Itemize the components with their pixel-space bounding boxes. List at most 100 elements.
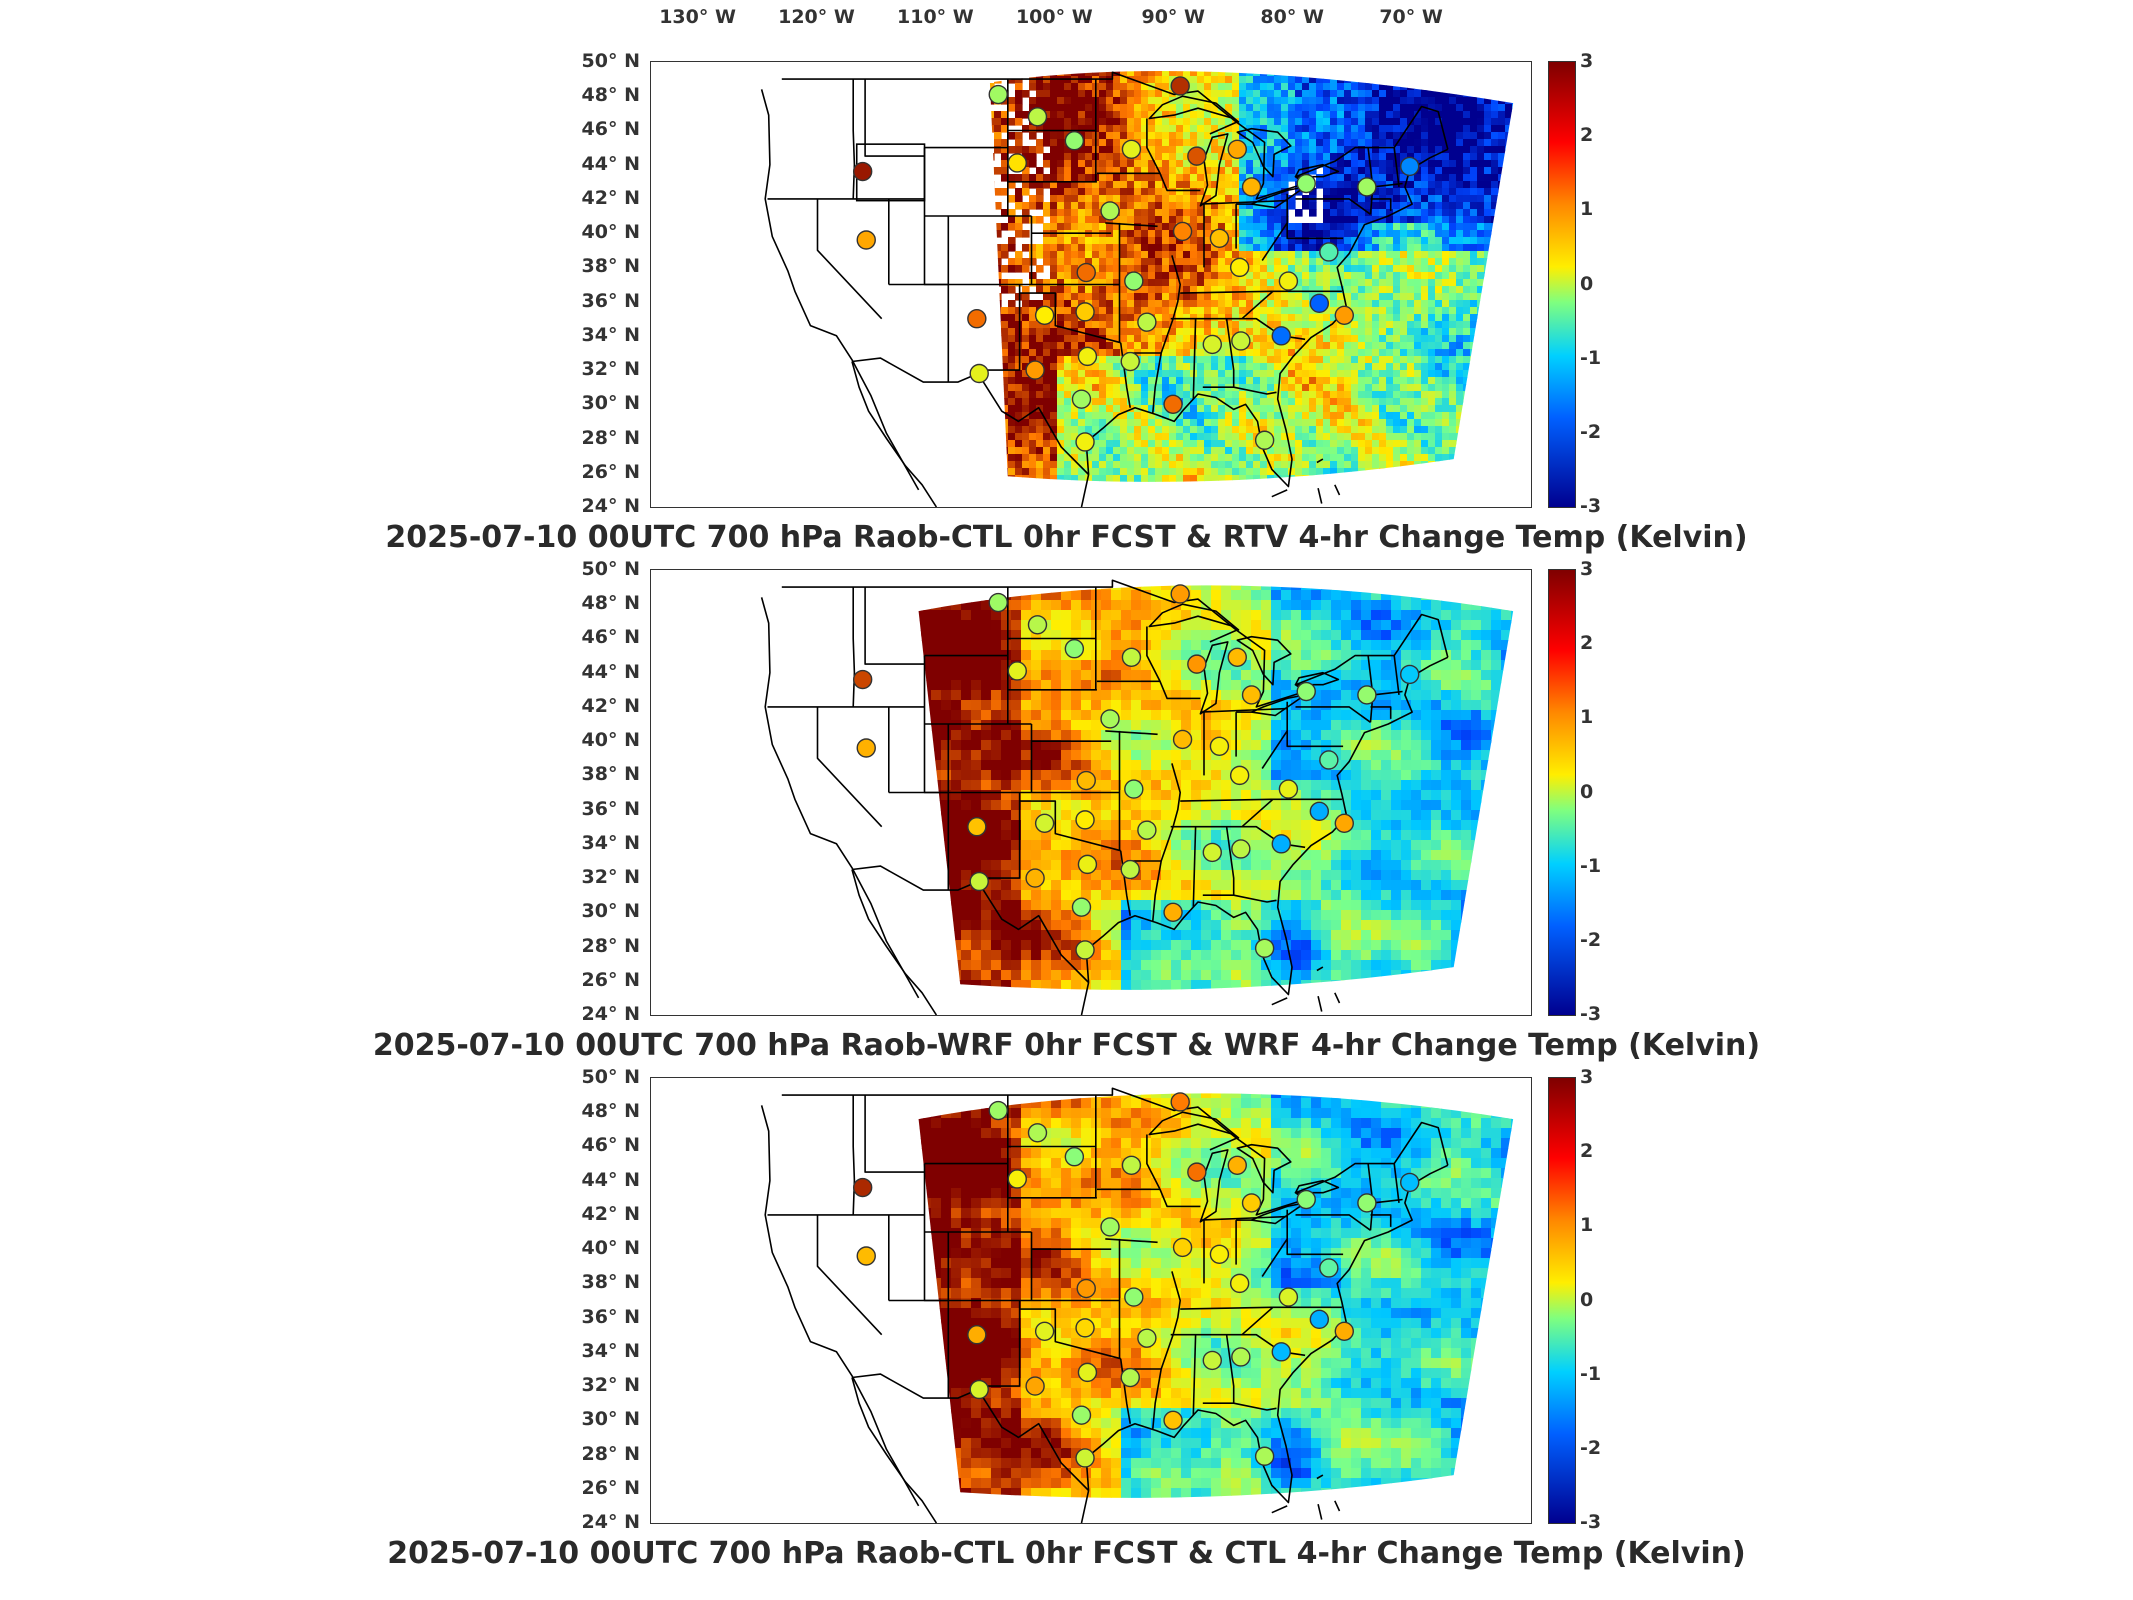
station-marker <box>1271 834 1291 854</box>
station-marker <box>1027 615 1048 635</box>
raob-stations <box>852 1092 1420 1468</box>
station-marker <box>1319 1258 1339 1278</box>
station-marker <box>1172 729 1193 750</box>
station-marker <box>1007 153 1027 173</box>
station-marker <box>1296 681 1316 702</box>
station-marker <box>1241 1193 1262 1213</box>
station-marker <box>1077 854 1098 875</box>
colorbar-tick: 3 <box>1580 1066 1594 1088</box>
station-marker <box>1027 1123 1048 1143</box>
station-marker <box>1121 139 1142 159</box>
latitude-label: 30° N <box>581 392 640 415</box>
panel-title: 2025-07-10 00UTC 700 hPa Raob-WRF 0hr FC… <box>372 1028 1761 1063</box>
station-marker <box>967 817 987 837</box>
raob-stations <box>852 76 1420 452</box>
station-marker <box>1229 1273 1250 1294</box>
station-marker <box>1357 177 1377 197</box>
longitude-label: 80° W <box>1260 6 1324 28</box>
latitude-label: 50° N <box>581 558 640 580</box>
station-marker <box>1137 1328 1157 1348</box>
station-marker <box>967 1325 987 1345</box>
colorbar-tick: 1 <box>1580 198 1594 221</box>
colorbar-tick: -1 <box>1580 854 1602 877</box>
station-marker <box>1075 810 1095 830</box>
station-marker <box>856 230 876 250</box>
latitude-label: 30° N <box>581 900 640 923</box>
colorbar-tick: 1 <box>1580 706 1594 729</box>
latitude-label: 28° N <box>581 1442 640 1465</box>
colorbar-tick: -2 <box>1580 420 1602 443</box>
colorbar-tick: -3 <box>1580 1511 1602 1533</box>
station-marker <box>1121 647 1142 667</box>
colorbar-tick: -1 <box>1580 346 1602 369</box>
station-marker <box>1075 302 1095 322</box>
station-marker <box>1163 394 1183 415</box>
latitude-label: 46° N <box>581 626 640 649</box>
station-marker <box>1007 1169 1027 1189</box>
station-marker <box>1137 820 1157 840</box>
station-marker <box>988 1100 1008 1121</box>
latitude-label: 32° N <box>581 358 640 381</box>
latitude-label: 26° N <box>581 968 640 991</box>
station-marker <box>1124 271 1144 291</box>
map-svg <box>760 579 1514 1015</box>
latitude-label: 48° N <box>581 592 640 615</box>
station-marker <box>1254 1446 1275 1466</box>
colorbar-tick: 0 <box>1580 272 1594 295</box>
longitude-label: 70° W <box>1379 6 1443 28</box>
latitude-label: 42° N <box>581 1202 640 1225</box>
station-marker <box>852 1177 873 1198</box>
station-marker <box>1227 647 1247 667</box>
station-marker <box>1309 801 1330 822</box>
map-svg <box>760 1087 1514 1523</box>
colorbar-tick: 0 <box>1580 780 1594 803</box>
latitude-label: 44° N <box>581 1168 640 1191</box>
station-marker <box>1334 1321 1354 1342</box>
station-marker <box>1254 938 1275 958</box>
station-marker <box>1202 334 1222 355</box>
station-marker <box>1034 1321 1055 1342</box>
latitude-label: 40° N <box>581 1237 640 1260</box>
station-marker <box>856 738 876 758</box>
latitude-label: 34° N <box>581 323 640 346</box>
colorbar-tick: -3 <box>1580 1003 1602 1025</box>
station-marker <box>1319 242 1339 262</box>
station-marker <box>1357 685 1377 705</box>
latitude-label: 32° N <box>581 1374 640 1397</box>
station-marker <box>1075 1448 1095 1468</box>
latitude-label: 48° N <box>581 84 640 107</box>
map-svg <box>760 70 1514 507</box>
latitude-label: 36° N <box>581 289 640 312</box>
station-marker <box>1241 177 1262 197</box>
station-marker <box>1334 305 1354 326</box>
station-marker <box>1202 842 1222 863</box>
station-marker <box>1229 765 1250 786</box>
station-marker <box>1025 868 1045 888</box>
boundaries <box>760 71 1449 507</box>
station-marker <box>1163 902 1183 923</box>
station-marker <box>1100 1217 1120 1237</box>
colorbar <box>1548 61 1576 508</box>
latitude-label: 48° N <box>581 1100 640 1123</box>
station-marker <box>1231 331 1251 351</box>
station-marker <box>1309 1309 1330 1330</box>
station-marker <box>1309 293 1330 314</box>
latitude-label: 24° N <box>581 495 640 517</box>
station-marker <box>1064 1147 1085 1167</box>
station-marker <box>1400 156 1420 177</box>
latitude-label: 38° N <box>581 255 640 278</box>
station-marker <box>1100 201 1120 221</box>
station-marker <box>967 309 987 329</box>
station-marker <box>1077 1362 1098 1383</box>
map-panel-1 <box>650 61 1532 508</box>
station-marker <box>1187 146 1207 166</box>
colorbar-tick: -2 <box>1580 1436 1602 1459</box>
station-marker <box>1075 1318 1095 1338</box>
latitude-label: 24° N <box>581 1003 640 1025</box>
station-marker <box>1075 940 1095 960</box>
station-marker <box>1077 346 1098 367</box>
station-marker <box>1064 639 1085 659</box>
latitude-label: 44° N <box>581 660 640 683</box>
latitude-label: 38° N <box>581 763 640 786</box>
latitude-label: 26° N <box>581 460 640 483</box>
